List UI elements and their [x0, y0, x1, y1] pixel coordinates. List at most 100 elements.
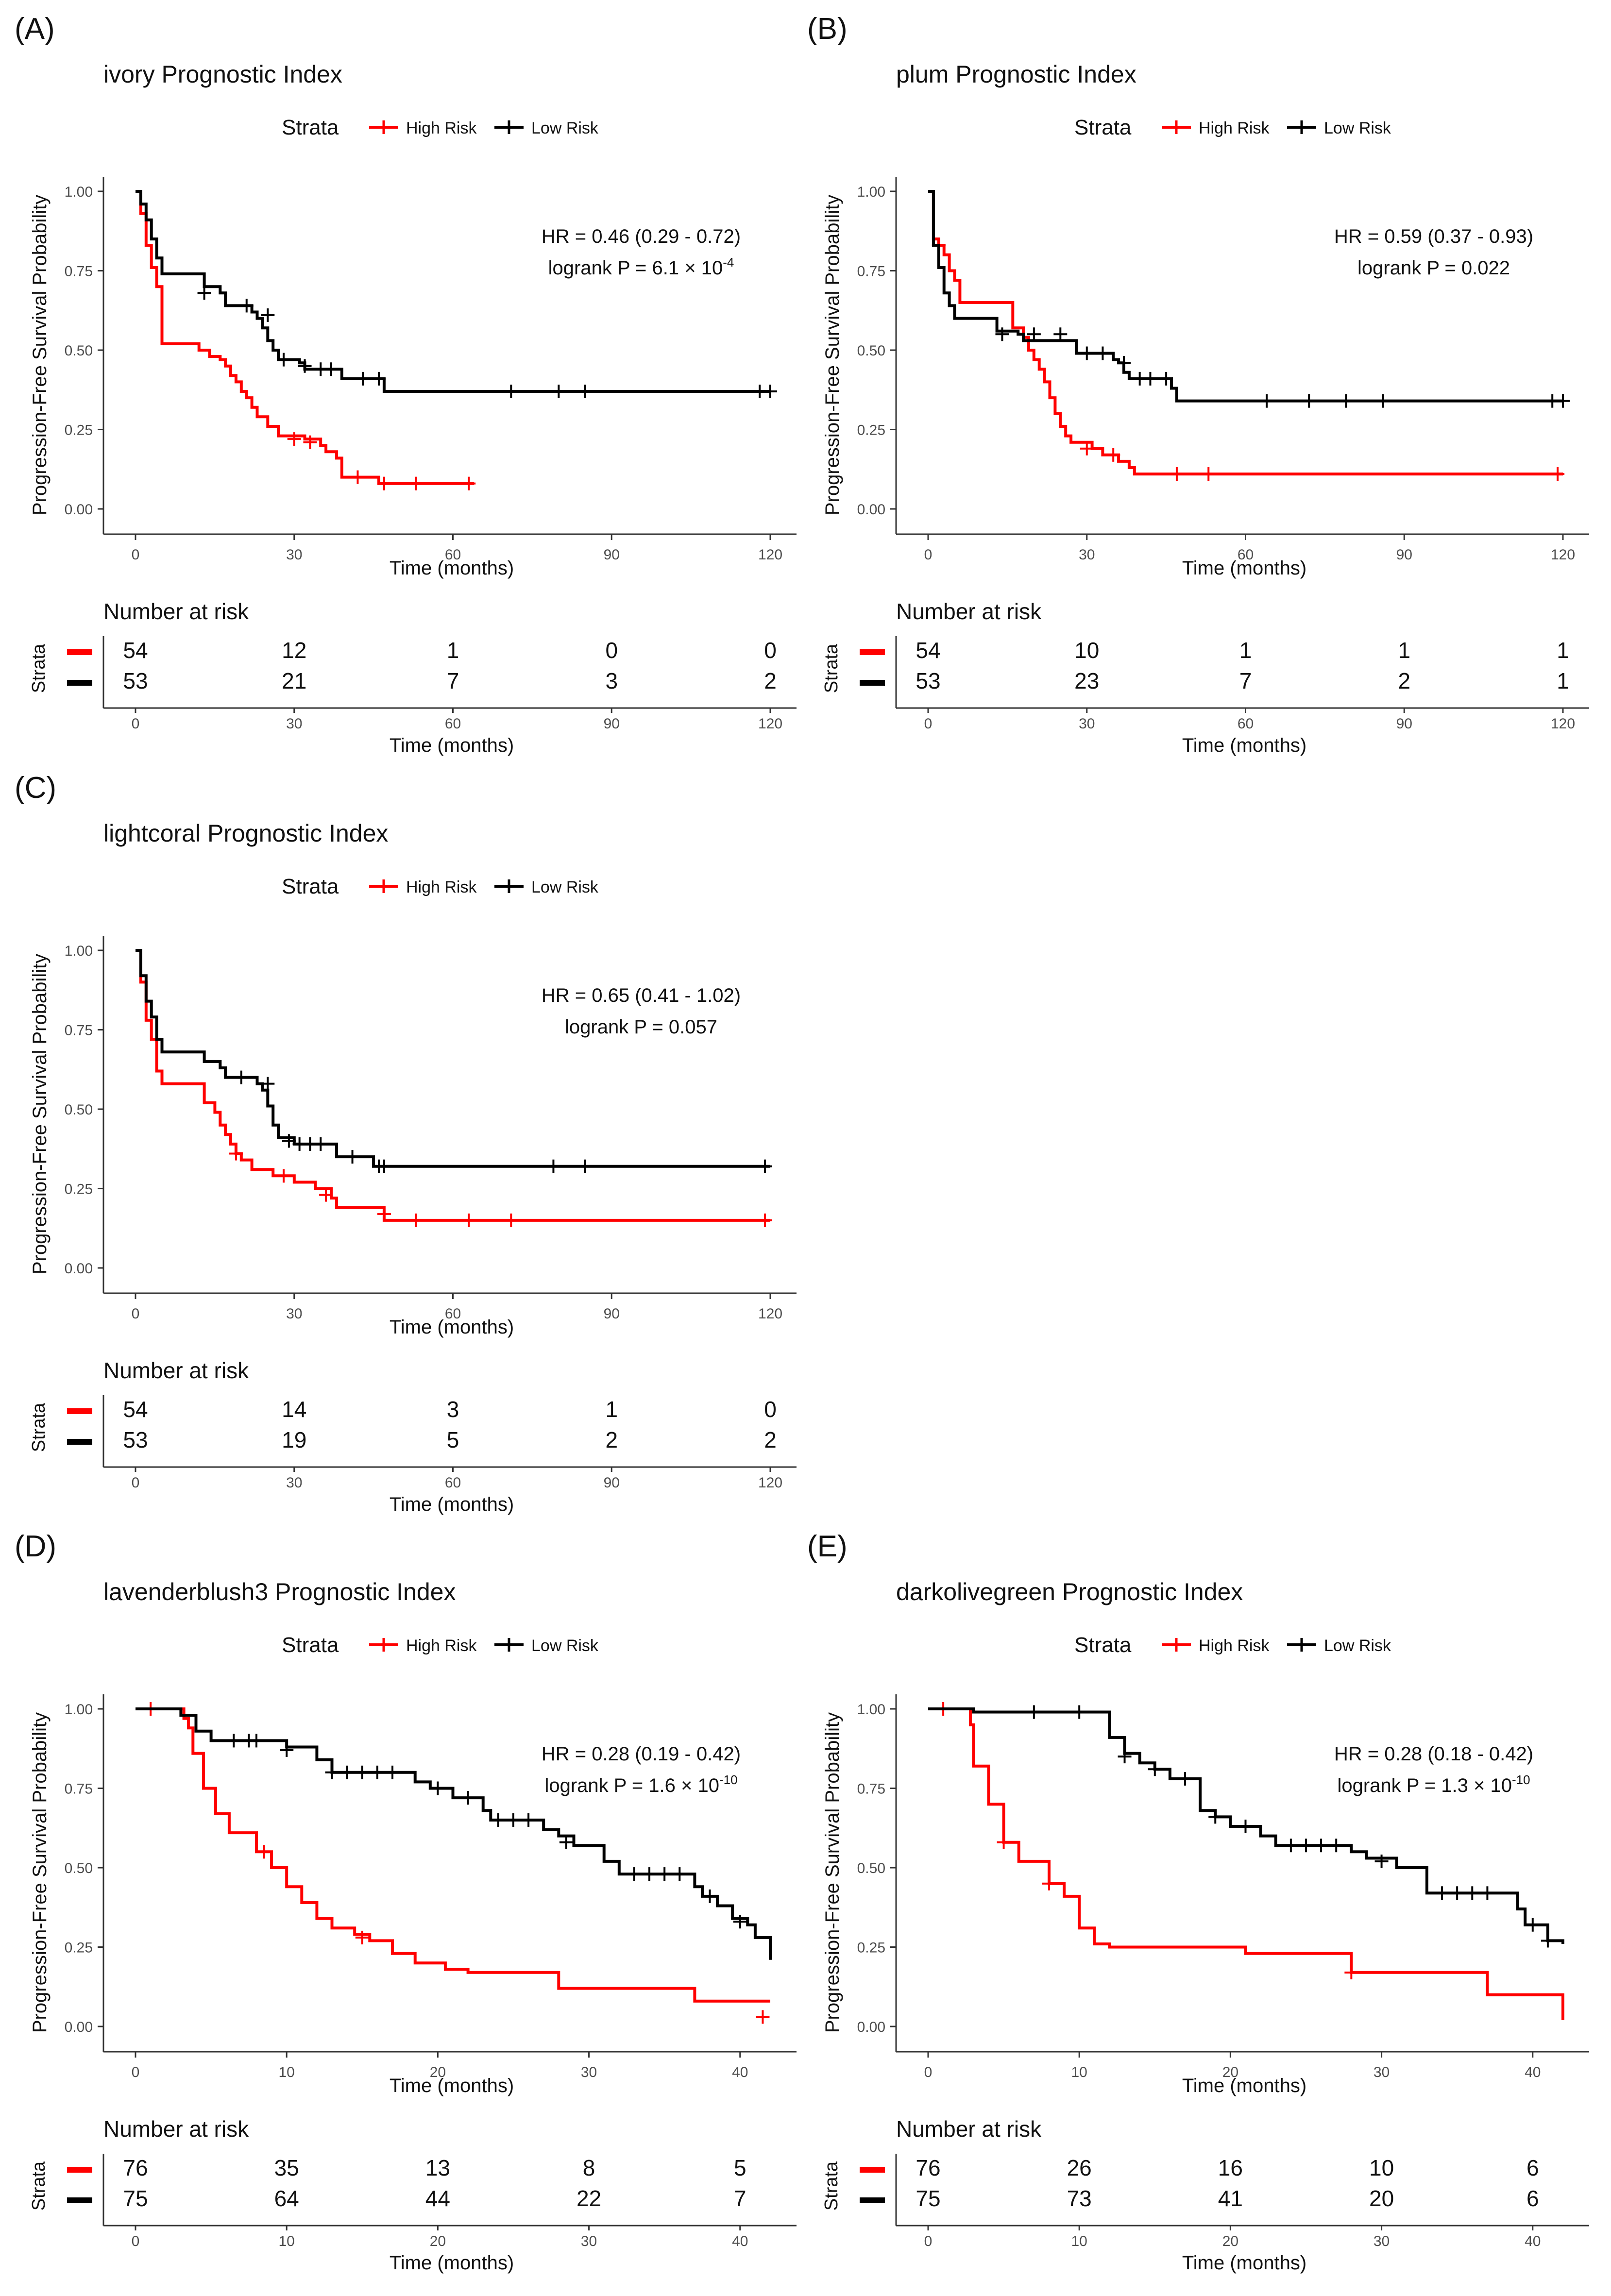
x-tick-label: 10: [1071, 2064, 1087, 2080]
risk-count-high: 12: [282, 638, 306, 663]
risk-x-tick-label: 0: [132, 1475, 140, 1491]
logrank-p-base: logrank P = 6.1 × 10: [548, 257, 723, 279]
risk-x-tick-label: 0: [924, 716, 933, 732]
x-tick-label: 90: [1396, 547, 1412, 563]
risk-count-low: 64: [274, 2186, 299, 2211]
risk-x-tick-label: 90: [604, 1475, 620, 1491]
x-tick-label: 30: [1374, 2064, 1390, 2080]
risk-count-high: 8: [583, 2155, 595, 2180]
legend-label-low: Low Risk: [531, 878, 599, 896]
risk-x-tick-label: 60: [445, 716, 461, 732]
legend-title: Strata: [282, 875, 339, 898]
km-panel: (E) darkolivegreen Prognostic Index Strata…: [807, 1530, 1589, 2274]
legend: Strata High Risk Low Risk: [282, 116, 599, 139]
risk-y-label: Strata: [821, 2161, 842, 2211]
risk-x-tick-label: 90: [1396, 716, 1412, 732]
risk-count-low: 1: [1557, 668, 1569, 693]
x-tick-label: 10: [279, 2064, 295, 2080]
risk-table-title: Number at risk: [103, 599, 249, 624]
stat-annotation: HR = 0.59 (0.37 - 0.93) logrank P = 0.022: [1334, 226, 1533, 279]
legend: Strata High Risk Low Risk: [282, 1633, 599, 1657]
logrank-p-base: logrank P = 1.3 × 10: [1337, 1775, 1512, 1796]
y-tick-label: 1.00: [65, 943, 93, 959]
x-tick-label: 0: [132, 2064, 140, 2080]
risk-x-tick-label: 30: [1374, 2233, 1390, 2249]
panel-label: (A): [15, 12, 55, 46]
y-tick-label: 0.75: [65, 264, 93, 280]
logrank-p: logrank P = 6.1 × 10-4: [548, 255, 734, 279]
y-tick-label: 1.00: [65, 184, 93, 200]
km-panel: (B) plum Prognostic Index Strata High Risk L…: [807, 12, 1589, 756]
risk-table-title: Number at risk: [896, 2116, 1042, 2142]
risk-count-high: 0: [764, 1397, 777, 1422]
risk-count-low: 75: [916, 2186, 940, 2211]
chart-title: plum Prognostic Index: [896, 61, 1136, 88]
y-tick-label: 0.75: [857, 264, 885, 280]
risk-count-high: 54: [123, 1397, 148, 1422]
risk-count-low: 3: [605, 668, 618, 693]
survival-curve: [136, 1707, 772, 1960]
risk-count-low: 41: [1218, 2186, 1243, 2211]
risk-x-tick-label: 30: [1079, 716, 1095, 732]
risk-x-tick-label: 40: [732, 2233, 748, 2249]
risk-count-low: 75: [123, 2186, 148, 2211]
risk-table-title: Number at risk: [103, 1358, 249, 1383]
y-tick-label: 0.00: [65, 1261, 93, 1277]
y-tick-label: 0.50: [65, 343, 93, 359]
x-tick-label: 90: [604, 1306, 620, 1322]
y-tick-label: 0.75: [857, 1781, 885, 1797]
chart-title: lightcoral Prognostic Index: [103, 820, 388, 847]
x-axis-label: Time (months): [1182, 2075, 1306, 2096]
logrank-p-base: logrank P = 0.057: [565, 1016, 717, 1038]
hazard-ratio: HR = 0.59 (0.37 - 0.93): [1334, 226, 1533, 247]
x-tick-label: 60: [1238, 547, 1254, 563]
risk-count-high: 10: [1369, 2155, 1394, 2180]
panel-label: (C): [15, 771, 56, 805]
y-tick-label: 0.00: [65, 2019, 93, 2035]
risk-count-low: 2: [764, 1427, 777, 1452]
risk-x-tick-label: 30: [581, 2233, 597, 2249]
risk-x-tick-label: 40: [1525, 2233, 1541, 2249]
risk-table-title: Number at risk: [896, 599, 1042, 624]
risk-count-high: 0: [764, 638, 777, 663]
survival-curve: [928, 1707, 1564, 1944]
legend-label-high: High Risk: [406, 1637, 477, 1655]
survival-curve: [928, 190, 1563, 476]
risk-x-axis-label: Time (months): [1182, 2252, 1306, 2274]
risk-table: Number at risk Strata 54 53 0 12 21 30 1 7 60 0 3 90 0…: [29, 599, 797, 756]
risk-count-low: 23: [1074, 668, 1099, 693]
risk-count-low: 20: [1369, 2186, 1394, 2211]
risk-x-tick-label: 10: [279, 2233, 295, 2249]
risk-count-high: 3: [447, 1397, 459, 1422]
logrank-p-exponent: -10: [1512, 1773, 1530, 1787]
survival-curve: [136, 190, 770, 393]
x-tick-label: 30: [286, 547, 302, 563]
legend-title: Strata: [282, 1633, 339, 1657]
risk-y-label: Strata: [821, 643, 842, 693]
risk-count-low: 44: [425, 2186, 450, 2211]
risk-x-tick-label: 120: [1551, 716, 1575, 732]
risk-count-low: 5: [447, 1427, 459, 1452]
legend-label-low: Low Risk: [531, 119, 599, 137]
y-tick-label: 0.25: [65, 422, 93, 439]
risk-y-label: Strata: [29, 643, 49, 693]
y-tick-label: 0.25: [857, 422, 885, 439]
series-high-risk: [136, 190, 476, 490]
risk-count-low: 53: [123, 668, 148, 693]
legend-label-high: High Risk: [1199, 1637, 1270, 1655]
y-tick-label: 0.50: [857, 343, 885, 359]
y-tick-label: 0.00: [857, 2019, 885, 2035]
hazard-ratio: HR = 0.65 (0.41 - 1.02): [542, 985, 741, 1006]
series-low-risk: [928, 1705, 1564, 1948]
x-tick-label: 40: [1525, 2064, 1541, 2080]
risk-x-tick-label: 30: [286, 716, 302, 732]
y-tick-label: 0.25: [857, 1940, 885, 1956]
chart-title: lavenderblush3 Prognostic Index: [103, 1578, 456, 1605]
chart-title: ivory Prognostic Index: [103, 61, 342, 88]
legend-label-high: High Risk: [406, 878, 477, 896]
risk-count-low: 22: [577, 2186, 601, 2211]
risk-count-high: 14: [282, 1397, 306, 1422]
y-tick-label: 0.75: [65, 1781, 93, 1797]
y-tick-label: 0.00: [857, 502, 885, 518]
